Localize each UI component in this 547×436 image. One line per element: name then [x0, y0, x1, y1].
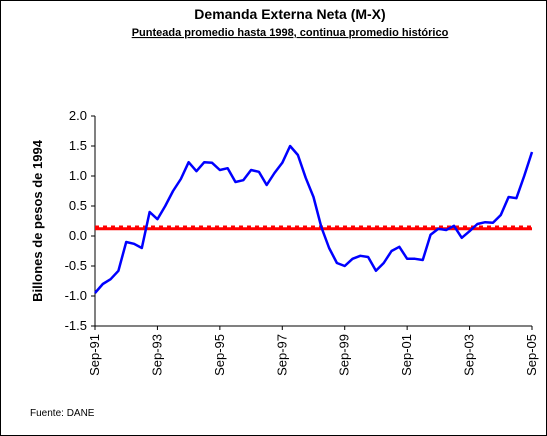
x-tick-label: Sep-03 — [462, 334, 477, 376]
x-tick-label: Sep-95 — [212, 334, 227, 376]
chart-title: Demanda Externa Neta (M-X) — [194, 6, 385, 22]
x-tick-label: Sep-99 — [337, 334, 352, 376]
x-tick-label: Sep-01 — [399, 334, 414, 376]
x-tick-label: Sep-91 — [87, 334, 102, 376]
x-tick-label: Sep-97 — [274, 334, 289, 376]
chart-subtitle: Punteada promedio hasta 1998, continua p… — [132, 27, 449, 39]
y-tick-label: -1.0 — [65, 288, 87, 303]
y-axis-label: Billones de pesos de 1994 — [30, 139, 45, 302]
y-tick-label: -0.5 — [65, 258, 87, 273]
x-tick-label: Sep-93 — [149, 334, 164, 376]
x-tick-label: Sep-05 — [524, 334, 539, 376]
y-tick-label: 1.5 — [69, 138, 87, 153]
source-note: Fuente: DANE — [30, 408, 95, 419]
data-line — [94, 144, 534, 294]
y-tick-label: 0.0 — [69, 228, 87, 243]
y-tick-label: 1.0 — [69, 168, 87, 183]
y-tick-label: 2.0 — [69, 108, 87, 123]
y-tick-label: 0.5 — [69, 198, 87, 213]
y-tick-label: -1.5 — [65, 318, 87, 333]
